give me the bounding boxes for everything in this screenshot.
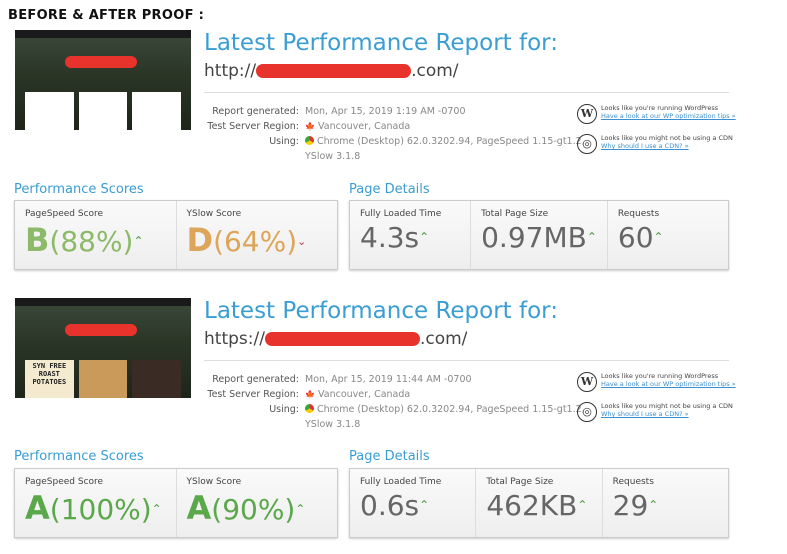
tips: W Looks like you're running WordPress Have… bbox=[577, 104, 736, 164]
scores-heading: Performance Scores bbox=[14, 182, 144, 197]
redacted-domain bbox=[256, 64, 412, 78]
report-meta: Report generated: Mon, Apr 15, 2019 11:44… bbox=[207, 374, 585, 430]
site-screenshot: SYN FREE ROAST POTATOES bbox=[15, 298, 191, 398]
thumb-caption: SYN FREE ROAST POTATOES bbox=[25, 360, 74, 398]
wordpress-icon: W bbox=[577, 104, 597, 124]
detail-0: Fully Loaded Time 4.3s⌃ bbox=[350, 201, 472, 269]
trend-down-icon: ⌄ bbox=[297, 235, 307, 248]
cdn-link[interactable]: Why should I use a CDN? » bbox=[601, 410, 689, 418]
proof-heading: BEFORE & AFTER PROOF : bbox=[8, 8, 205, 23]
page-details-panel: Fully Loaded Time 4.3s⌃ Total Page Size 0.9… bbox=[349, 200, 729, 270]
detail-2: Requests 60⌃ bbox=[617, 209, 664, 254]
redacted-domain bbox=[264, 332, 420, 346]
detail-1: Total Page Size 0.97MB⌃ bbox=[471, 201, 608, 269]
detail-1: Total Page Size 462KB⌃ bbox=[476, 469, 603, 537]
details-heading: Page Details bbox=[349, 182, 430, 197]
canada-flag-icon: 🍁 bbox=[305, 390, 315, 399]
site-screenshot bbox=[15, 30, 191, 130]
details-heading: Page Details bbox=[349, 449, 430, 464]
detail-2: Requests 29⌃ bbox=[612, 477, 659, 522]
tips: W Looks like you're running WordPress Have… bbox=[577, 372, 736, 432]
detail-0: Fully Loaded Time 0.6s⌃ bbox=[350, 469, 477, 537]
wp-tips-link[interactable]: Have a look at our WP optimization tips … bbox=[601, 380, 736, 388]
yslow-score: YSlow Score D(64%)⌄ bbox=[186, 209, 307, 259]
cdn-link[interactable]: Why should I use a CDN? » bbox=[601, 142, 689, 150]
report-title: Latest Performance Report for: bbox=[204, 30, 558, 56]
divider bbox=[204, 92, 729, 93]
trend-up-icon: ⌃ bbox=[133, 234, 144, 248]
divider bbox=[204, 360, 729, 361]
canada-flag-icon: 🍁 bbox=[305, 122, 315, 131]
trend-up-icon: ⌃ bbox=[419, 230, 430, 244]
trend-up-icon: ⌃ bbox=[151, 502, 162, 516]
pagespeed-score: PageSpeed Score B(88%)⌃ bbox=[15, 201, 177, 269]
report-meta: Report generated: Mon, Apr 15, 2019 1:19 … bbox=[207, 106, 585, 162]
yslow-score: YSlow Score A(90%)⌃ bbox=[186, 477, 306, 527]
report-url: https://.com/ bbox=[204, 329, 468, 349]
wordpress-icon: W bbox=[577, 372, 597, 392]
performance-scores-panel: PageSpeed Score B(88%)⌃ YSlow Score D(64… bbox=[14, 200, 338, 270]
trend-up-icon: ⌃ bbox=[648, 498, 659, 512]
report-url: http://.com/ bbox=[204, 61, 459, 81]
pagespeed-score: PageSpeed Score A(100%)⌃ bbox=[15, 469, 177, 537]
chrome-icon bbox=[305, 136, 314, 145]
trend-up-icon: ⌃ bbox=[586, 230, 597, 244]
report-title: Latest Performance Report for: bbox=[204, 298, 558, 324]
globe-icon: ◎ bbox=[577, 134, 597, 154]
trend-up-icon: ⌃ bbox=[653, 230, 664, 244]
scores-heading: Performance Scores bbox=[14, 449, 144, 464]
trend-up-icon: ⌃ bbox=[577, 498, 588, 512]
chrome-icon bbox=[305, 404, 314, 413]
trend-up-icon: ⌃ bbox=[419, 498, 430, 512]
globe-icon: ◎ bbox=[577, 402, 597, 422]
page-details-panel: Fully Loaded Time 0.6s⌃ Total Page Size 462… bbox=[349, 468, 729, 538]
performance-scores-panel: PageSpeed Score A(100%)⌃ YSlow Score A(9… bbox=[14, 468, 338, 538]
wp-tips-link[interactable]: Have a look at our WP optimization tips … bbox=[601, 112, 736, 120]
trend-up-icon: ⌃ bbox=[295, 502, 306, 516]
